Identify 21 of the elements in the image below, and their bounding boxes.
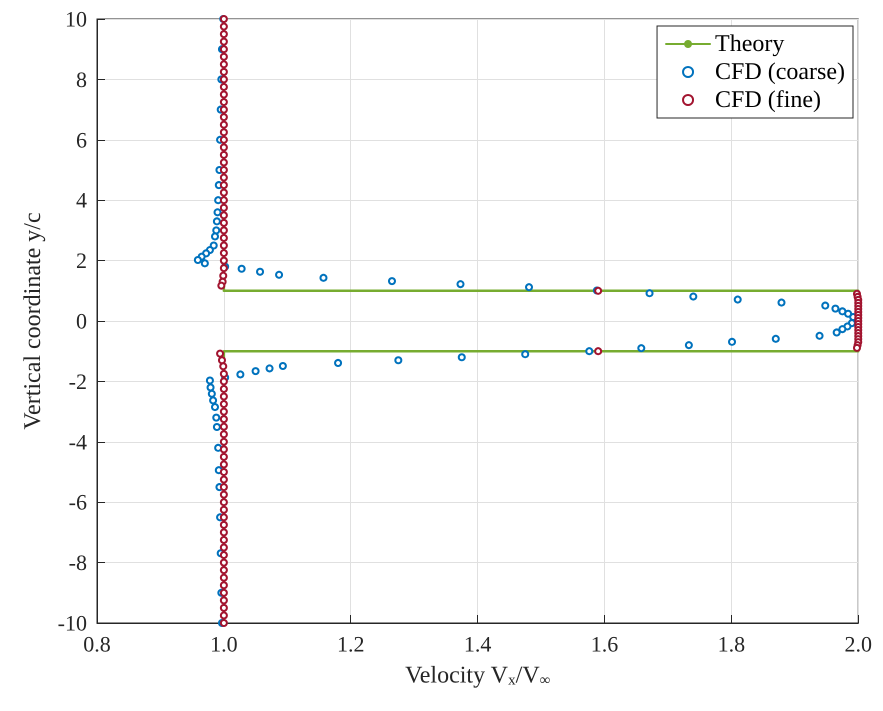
y-tick-label: 0 — [76, 308, 87, 334]
legend-label: Theory — [715, 31, 784, 57]
legend-label: CFD (fine) — [715, 87, 822, 113]
x-axis-title: Velocity Vx/V∞ — [405, 662, 551, 688]
x-tick-label: 1.8 — [718, 632, 746, 656]
y-tick-label: 10 — [65, 6, 87, 32]
x-tick-label: 1.0 — [210, 632, 238, 656]
legend-label: CFD (coarse) — [715, 59, 846, 85]
y-tick-label: 8 — [76, 66, 87, 92]
x-tick-label: 1.2 — [337, 632, 364, 656]
y-tick-label: 4 — [76, 188, 87, 213]
y-tick-label: -6 — [68, 490, 87, 515]
y-tick-label: -8 — [68, 550, 87, 576]
y-tick-label: 6 — [76, 127, 87, 152]
x-tick-label: 2.0 — [844, 632, 872, 656]
x-tick-label: 1.4 — [464, 632, 492, 656]
y-axis-title: Vertical coordinate y/c — [20, 212, 46, 430]
x-tick-label: 1.6 — [590, 632, 618, 656]
y-tick-label: -4 — [68, 429, 87, 454]
y-tick-label: -2 — [68, 368, 87, 394]
y-tick-label: 2 — [76, 248, 87, 274]
